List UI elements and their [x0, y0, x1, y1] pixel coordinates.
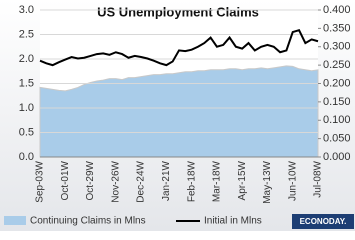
x-tick-label: Mar-18W: [212, 160, 223, 202]
line: [39, 29, 319, 67]
chart: US Unemployment Claims 0.0 0.5 1.0 1.5 2.0 2.…: [0, 0, 355, 231]
y-tick-label: 0.5: [19, 126, 34, 138]
chart-title: US Unemployment Claims: [97, 4, 259, 19]
x-tick-label: May-13W: [262, 160, 273, 203]
x-tick-label: Jul-08W: [313, 160, 324, 197]
y-tick-label: 1.5: [19, 77, 34, 89]
x-tick-label: Oct-01W: [60, 160, 71, 200]
logo-box: [292, 214, 354, 229]
y2-tick-label: 0.400: [323, 4, 351, 16]
x-tick-label: Apr-15W: [237, 160, 248, 200]
area: [39, 65, 319, 158]
logo: ECONODAY.: [300, 217, 347, 226]
y2-tick-label: 0.050: [323, 133, 351, 145]
x-tick-label: Nov-26W: [110, 160, 121, 202]
x-tick-label: Feb-18W: [186, 160, 197, 202]
x-tick-label: Jan-21W: [161, 160, 172, 201]
y-tick-label: 0.0: [19, 151, 34, 163]
y2-tick-label: 0.250: [323, 59, 351, 71]
legend-label: Initial in Mlns: [204, 216, 262, 227]
legend-label: Continuing Claims in Mlns: [30, 216, 146, 227]
page: US Unemployment Claims 0.0 0.5 1.0 1.5 2.0 2.…: [0, 0, 355, 231]
y2-tick-label: 0.300: [323, 41, 351, 53]
y2-tick-label: 0.150: [323, 96, 351, 108]
y-tick-label: 3.0: [19, 4, 34, 16]
y-tick-label: 2.0: [19, 53, 34, 65]
y2-tick-label: 0.000: [323, 151, 351, 163]
x-tick-label: Jun-10W: [287, 160, 298, 201]
y-tick-label: 2.5: [19, 28, 34, 40]
y-tick-label: 1.0: [19, 102, 34, 114]
x-tick-label: Sep-03W: [35, 160, 46, 202]
y2-tick-label: 0.350: [323, 22, 351, 34]
y2-tick-label: 0.200: [323, 77, 351, 89]
legend: Continuing Claims in Mlns Initial in Mln…: [4, 216, 262, 227]
x-tick-label: Oct-29W: [85, 160, 96, 200]
x-tick-label: Dec-24W: [136, 160, 147, 202]
legend-swatch: [4, 216, 26, 225]
y2-tick-label: 0.100: [323, 114, 351, 126]
